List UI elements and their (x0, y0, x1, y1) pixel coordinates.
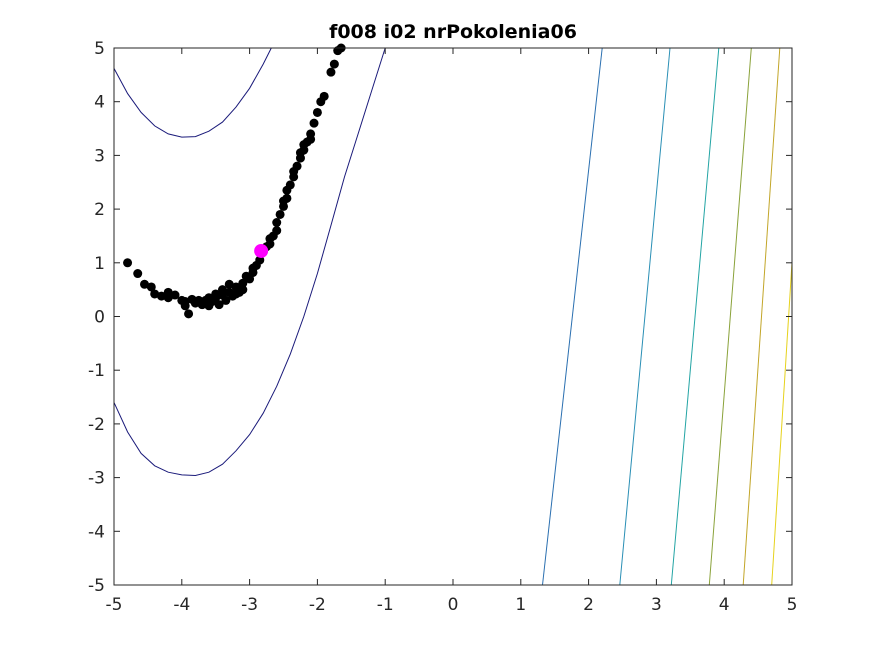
population-point-10 (184, 309, 194, 319)
population-point-35 (272, 218, 282, 228)
x-tick-label-10: 5 (787, 595, 798, 615)
contour-line-4 (670, 47, 720, 586)
population-point-7 (163, 293, 173, 303)
y-tick-label-0: -5 (88, 576, 105, 596)
contour-line-1 (113, 47, 386, 477)
population-point-68 (170, 290, 180, 300)
population-point-61 (265, 239, 275, 249)
population-point-55 (211, 289, 221, 299)
population-point-59 (238, 285, 248, 295)
population-point-3 (146, 282, 156, 292)
population-point-1 (133, 269, 143, 279)
population-point-71 (299, 140, 309, 150)
population-point-70 (282, 185, 292, 195)
best-point-layer (254, 243, 269, 258)
x-tick-label-2: -3 (241, 595, 258, 615)
population-point-66 (187, 294, 197, 304)
y-tick-label-1: -4 (88, 522, 105, 542)
population-point-62 (279, 196, 288, 206)
contour-line-6 (742, 47, 781, 586)
y-tick-label-7: 2 (94, 200, 105, 220)
population-points (123, 43, 346, 319)
population-point-56 (217, 285, 227, 295)
population-point-50 (326, 67, 336, 77)
y-axis-ticks: -5 -4 -3 -2 -1 0 1 2 3 4 5 (88, 39, 792, 596)
population-point-47 (312, 107, 322, 117)
contour-lines (113, 47, 793, 586)
contour-line-2 (542, 47, 603, 586)
y-tick-label-8: 3 (94, 146, 105, 166)
population-point-18 (214, 300, 224, 310)
contour-line-0 (113, 47, 272, 138)
population-point-65 (306, 134, 316, 144)
y-tick-label-5: 0 (94, 308, 105, 328)
population-point-0 (123, 258, 133, 268)
population-point-51 (329, 59, 339, 69)
contour-line-5 (708, 47, 752, 586)
population-point-2 (140, 279, 150, 289)
x-tick-label-6: 1 (515, 595, 526, 615)
y-tick-label-10: 5 (94, 39, 105, 59)
population-point-36 (275, 209, 285, 219)
contour-line-3 (619, 47, 671, 586)
population-point-64 (295, 148, 305, 158)
population-point-67 (180, 296, 190, 306)
y-tick-label-2: -3 (88, 469, 105, 489)
x-tick-label-5: 0 (448, 595, 459, 615)
population-point-60 (248, 267, 258, 277)
population-point-57 (224, 279, 234, 289)
y-tick-label-4: -1 (88, 361, 105, 381)
y-tick-label-6: 1 (94, 254, 105, 274)
population-point-58 (231, 289, 241, 299)
population-point-46 (309, 118, 319, 128)
population-point-20 (221, 295, 231, 305)
x-tick-label-3: -2 (309, 595, 326, 615)
population-point-63 (289, 167, 299, 177)
best-point (254, 243, 269, 258)
x-tick-label-8: 3 (651, 595, 662, 615)
x-tick-label-0: -5 (106, 595, 123, 615)
population-point-69 (272, 226, 282, 236)
plot-area (114, 48, 792, 585)
x-tick-label-4: -1 (377, 595, 394, 615)
x-tick-label-1: -4 (173, 595, 190, 615)
x-tick-label-9: 4 (719, 595, 730, 615)
population-point-25 (238, 278, 248, 288)
x-tick-label-7: 2 (583, 595, 594, 615)
x-axis-ticks: -5 -4 -3 -2 -1 0 1 2 3 4 5 (106, 48, 798, 615)
y-tick-label-9: 4 (94, 93, 105, 113)
population-point-5 (156, 291, 166, 301)
chart-title: f008 i02 nrPokolenia06 (329, 21, 577, 43)
population-point-54 (204, 293, 214, 303)
population-point-49 (319, 91, 329, 101)
population-point-4 (150, 289, 160, 299)
y-tick-label-3: -2 (88, 415, 105, 435)
